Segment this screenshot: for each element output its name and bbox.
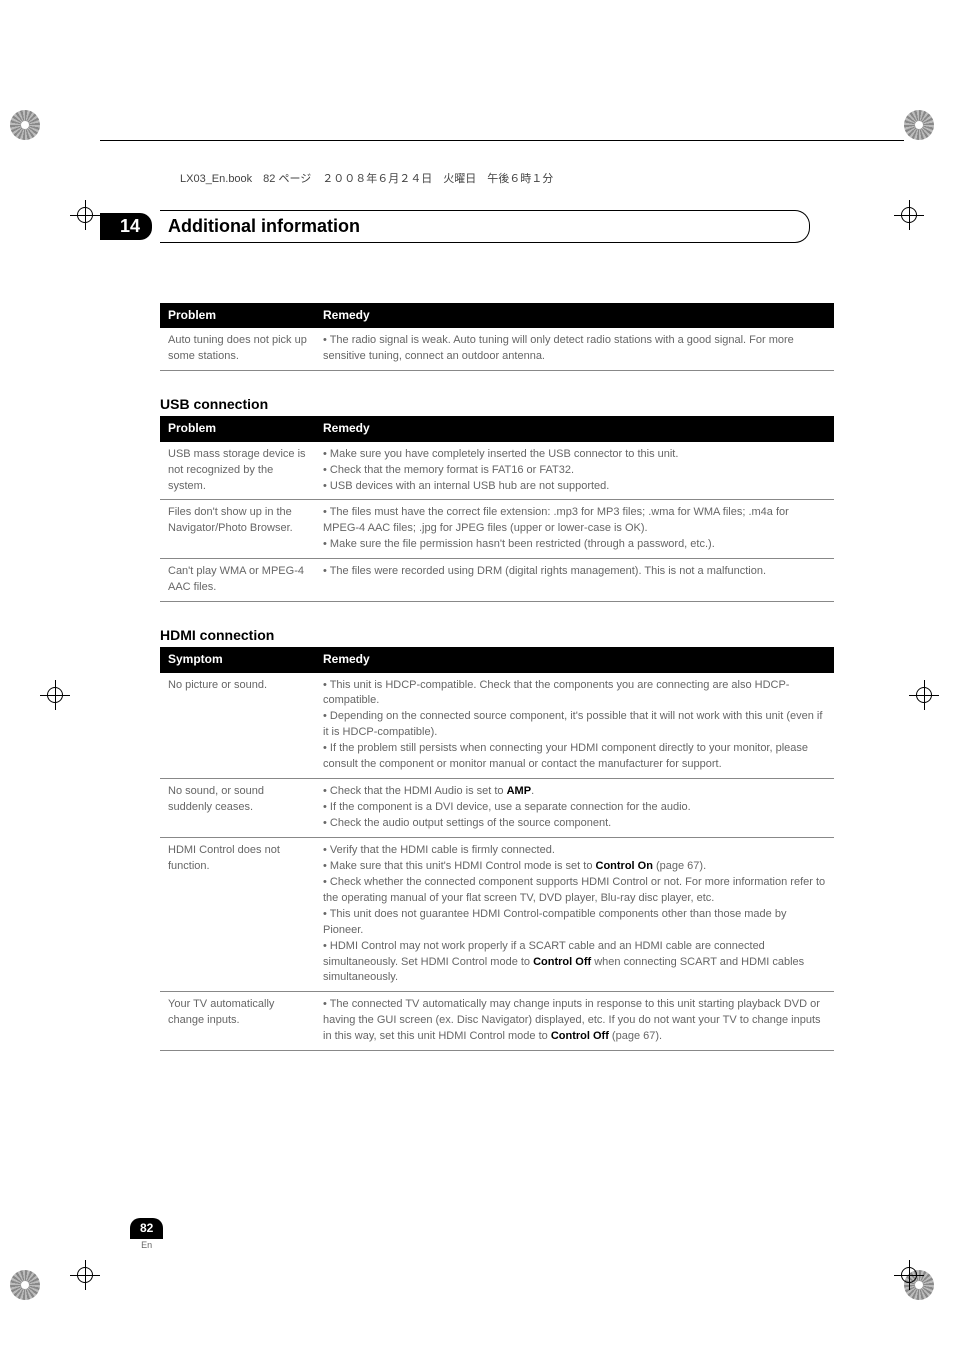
usb-table-section: USB connection Problem Remedy USB mass s… [160,396,834,602]
cell-remedy: • The files were recorded using DRM (dig… [315,559,834,602]
page-content: 14 Additional information Problem Remedy… [100,210,854,1076]
registration-mark [10,110,50,150]
col-remedy: Remedy [315,647,834,672]
crop-line [100,140,904,141]
hdmi-table: Symptom Remedy No picture or sound. • Th… [160,647,834,1051]
bold-text: Control Off [533,956,591,968]
text-span: (page 67). [609,1030,662,1042]
cell-remedy: • Verify that the HDMI cable is firmly c… [315,837,834,991]
col-remedy: Remedy [315,303,834,328]
page-language: En [130,1238,163,1250]
cell-problem: Can't play WMA or MPEG-4 AAC files. [160,559,315,602]
table-row: HDMI Control does not function. • Verify… [160,837,834,991]
col-problem: Problem [160,416,315,441]
cell-problem: Files don't show up in the Navigator/Pho… [160,500,315,559]
bold-text: AMP [507,785,531,797]
table-row: Your TV automatically change inputs. • T… [160,992,834,1051]
table-row: No picture or sound. • This unit is HDCP… [160,673,834,779]
cell-remedy: • The files must have the correct file e… [315,500,834,559]
cell-problem: USB mass storage device is not recognize… [160,442,315,500]
tuner-table: Problem Remedy Auto tuning does not pick… [160,303,834,371]
registration-mark [10,1270,50,1310]
chapter-title: Additional information [160,213,390,240]
table-row: Files don't show up in the Navigator/Pho… [160,500,834,559]
chapter-number-badge: 14 [100,213,152,240]
cell-remedy: • Check that the HDMI Audio is set to AM… [315,779,834,838]
col-symptom: Symptom [160,647,315,672]
cell-problem: Auto tuning does not pick up some statio… [160,328,315,370]
cell-symptom: Your TV automatically change inputs. [160,992,315,1051]
col-remedy: Remedy [315,416,834,441]
bold-text: Control Off [551,1030,609,1042]
tuner-table-section: Problem Remedy Auto tuning does not pick… [160,303,834,371]
table-row: Can't play WMA or MPEG-4 AAC files. • Th… [160,559,834,602]
registration-mark [904,110,944,150]
crop-cross-mark [909,680,939,710]
text-span: • Verify that the HDMI cable is firmly c… [323,844,596,872]
cell-symptom: No sound, or sound suddenly ceases. [160,779,315,838]
cell-remedy: • The connected TV automatically may cha… [315,992,834,1051]
crop-cross-mark [40,680,70,710]
table-row: USB mass storage device is not recognize… [160,442,834,500]
cell-symptom: HDMI Control does not function. [160,837,315,991]
chapter-title-container: Additional information [160,210,810,243]
bold-text: Control On [596,860,653,872]
text-span: (page 67). • Check whether the connected… [323,860,825,968]
usb-table: Problem Remedy USB mass storage device i… [160,416,834,602]
crop-cross-mark [894,1260,924,1290]
file-header-info: LX03_En.book 82 ページ ２００８年６月２４日 火曜日 午後６時１… [180,170,553,186]
text-span: • Check that the HDMI Audio is set to [323,785,507,797]
table-row: No sound, or sound suddenly ceases. • Ch… [160,779,834,838]
cell-remedy: • This unit is HDCP-compatible. Check th… [315,673,834,779]
crop-cross-mark [894,200,924,230]
page-number: 82 [130,1218,163,1238]
cell-remedy: • The radio signal is weak. Auto tuning … [315,328,834,370]
table-row: Auto tuning does not pick up some statio… [160,328,834,370]
hdmi-table-section: HDMI connection Symptom Remedy No pictur… [160,627,834,1051]
section-title: USB connection [160,396,834,412]
crop-cross-mark [70,200,100,230]
chapter-header: 14 Additional information [100,210,854,243]
cell-symptom: No picture or sound. [160,673,315,779]
section-title: HDMI connection [160,627,834,643]
cell-remedy: • Make sure you have completely inserted… [315,442,834,500]
crop-cross-mark [70,1260,100,1290]
col-problem: Problem [160,303,315,328]
page-number-block: 82 En [130,1218,163,1250]
